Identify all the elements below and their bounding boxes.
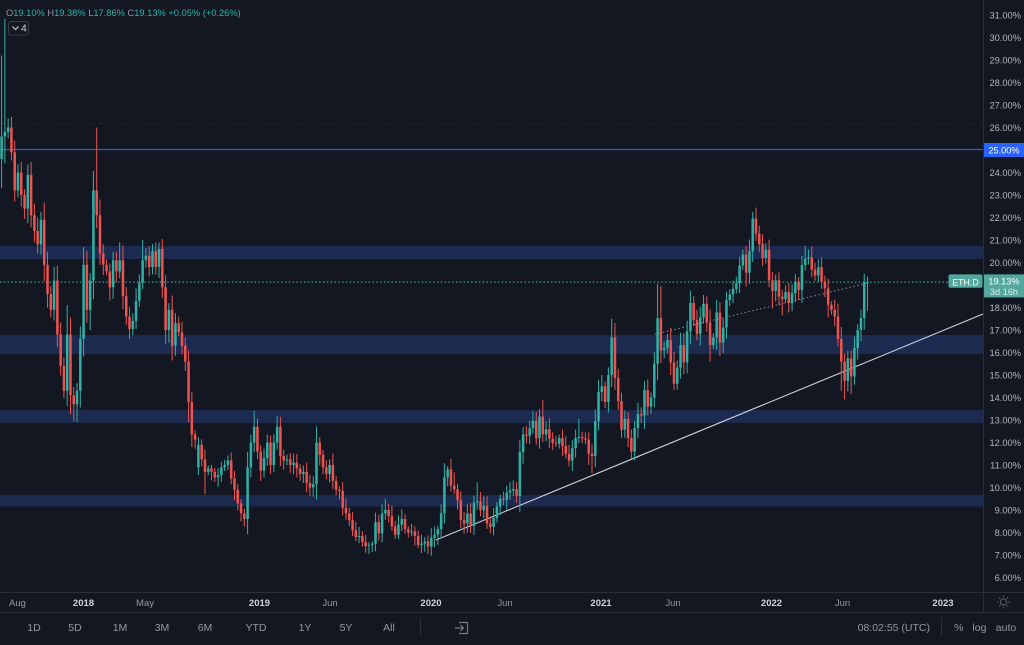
svg-text:All: All bbox=[383, 622, 395, 634]
svg-text:9.00%: 9.00% bbox=[995, 506, 1021, 516]
svg-text:18.00%: 18.00% bbox=[989, 303, 1021, 313]
svg-text:22.00%: 22.00% bbox=[989, 213, 1021, 223]
svg-text:24.00%: 24.00% bbox=[989, 168, 1021, 178]
svg-text:5D: 5D bbox=[68, 622, 82, 634]
svg-text:ETH.D: ETH.D bbox=[952, 277, 978, 287]
svg-text:log: log bbox=[972, 622, 986, 634]
svg-text:6M: 6M bbox=[198, 622, 213, 634]
svg-text:08:02:55 (UTC): 08:02:55 (UTC) bbox=[858, 622, 930, 634]
svg-text:20.00%: 20.00% bbox=[989, 258, 1021, 268]
svg-text:16.00%: 16.00% bbox=[989, 348, 1021, 358]
svg-text:5Y: 5Y bbox=[340, 622, 353, 634]
svg-text:3M: 3M bbox=[155, 622, 170, 634]
svg-text:1D: 1D bbox=[27, 622, 41, 634]
svg-text:15.00%: 15.00% bbox=[989, 371, 1021, 381]
svg-text:25.00%: 25.00% bbox=[988, 146, 1019, 156]
svg-text:26.00%: 26.00% bbox=[989, 123, 1021, 133]
svg-text:21.00%: 21.00% bbox=[989, 236, 1021, 246]
svg-text:7.00%: 7.00% bbox=[995, 551, 1021, 561]
svg-text:28.00%: 28.00% bbox=[989, 78, 1021, 88]
svg-text:8.00%: 8.00% bbox=[995, 528, 1021, 538]
svg-text:1M: 1M bbox=[113, 622, 128, 634]
svg-text:6.00%: 6.00% bbox=[995, 573, 1021, 583]
svg-text:O19.10% H19.38% L17.86% C19.13: O19.10% H19.38% L17.86% C19.13% +0.05% (… bbox=[6, 8, 241, 18]
svg-text:May: May bbox=[136, 598, 154, 609]
svg-text:auto: auto bbox=[996, 622, 1017, 634]
svg-text:2018: 2018 bbox=[73, 598, 94, 609]
svg-text:29.00%: 29.00% bbox=[989, 56, 1021, 66]
svg-text:13.00%: 13.00% bbox=[989, 416, 1021, 426]
svg-text:2022: 2022 bbox=[761, 598, 782, 609]
svg-text:19.13%: 19.13% bbox=[988, 277, 1019, 287]
svg-text:31.00%: 31.00% bbox=[989, 11, 1021, 21]
svg-text:1Y: 1Y bbox=[299, 622, 312, 634]
svg-text:Jun: Jun bbox=[497, 598, 512, 609]
svg-text:17.00%: 17.00% bbox=[989, 326, 1021, 336]
svg-text:11.00%: 11.00% bbox=[990, 461, 1021, 471]
svg-text:YTD: YTD bbox=[246, 622, 267, 634]
svg-text:2023: 2023 bbox=[932, 598, 953, 609]
svg-text:2021: 2021 bbox=[590, 598, 612, 609]
svg-text:Jun: Jun bbox=[665, 598, 680, 609]
svg-text:10.00%: 10.00% bbox=[989, 483, 1021, 493]
svg-text:4: 4 bbox=[21, 23, 27, 35]
svg-text:12.00%: 12.00% bbox=[989, 438, 1021, 448]
svg-text:3d 16h: 3d 16h bbox=[990, 287, 1018, 297]
svg-text:Jun: Jun bbox=[835, 598, 850, 609]
svg-text:23.00%: 23.00% bbox=[989, 191, 1021, 201]
svg-text:Jun: Jun bbox=[322, 598, 337, 609]
svg-text:2020: 2020 bbox=[420, 598, 441, 609]
svg-text:%: % bbox=[954, 622, 963, 634]
svg-text:14.00%: 14.00% bbox=[989, 393, 1021, 403]
svg-text:Aug: Aug bbox=[9, 598, 26, 609]
svg-text:30.00%: 30.00% bbox=[989, 33, 1021, 43]
svg-text:27.00%: 27.00% bbox=[989, 101, 1021, 111]
svg-text:2019: 2019 bbox=[249, 598, 270, 609]
